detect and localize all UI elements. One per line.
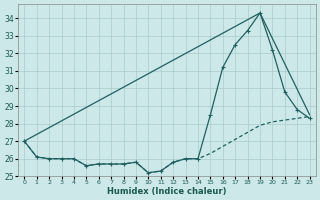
X-axis label: Humidex (Indice chaleur): Humidex (Indice chaleur)	[107, 187, 227, 196]
